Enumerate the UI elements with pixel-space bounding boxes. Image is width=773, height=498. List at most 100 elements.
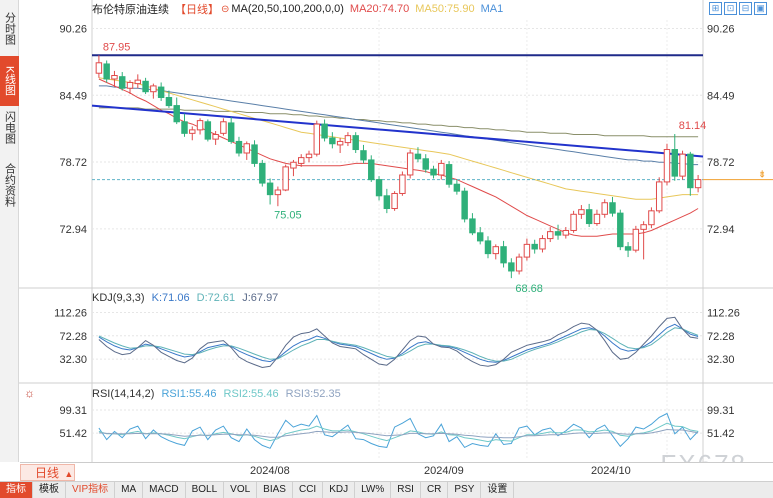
ma20-value: MA20:74.70	[349, 3, 410, 15]
candle-body	[492, 246, 499, 255]
toolbar-button-5[interactable]: BOLL	[186, 482, 225, 498]
x-tick-aug: 2024/08	[250, 465, 290, 477]
candle-body	[360, 150, 367, 161]
candle-body	[290, 161, 297, 169]
candle-body	[227, 122, 235, 142]
rsi-rsi3-line	[98, 428, 699, 439]
rsi-ytick-left: 51.42	[59, 428, 87, 440]
ma200-line	[98, 107, 699, 138]
ma100-line	[98, 85, 699, 166]
dropdown-triangle-icon: ▲	[64, 469, 74, 479]
last-price-arrow-icon: ⇟	[758, 170, 766, 181]
axis-layer: 90.26 90.26 84.49 84.49 78.72 78.72 72.94 72.94…	[54, 24, 740, 441]
candle-body	[313, 123, 321, 155]
toolbar-button-0[interactable]: 指标	[0, 482, 33, 498]
candle-body	[624, 246, 632, 251]
candle-body	[220, 121, 227, 134]
toolbar-button-7[interactable]: BIAS	[257, 482, 293, 498]
kdj-ytick-left: 32.30	[59, 354, 87, 366]
toolbar-button-8[interactable]: CCI	[293, 482, 324, 498]
candle-body	[266, 182, 274, 196]
price-ytick-right: 72.94	[707, 224, 735, 236]
tab-contract-info[interactable]: 合约资料	[3, 163, 16, 207]
ma20-line	[98, 78, 699, 237]
candle-body	[181, 121, 188, 134]
ma50-line	[98, 77, 699, 200]
period-select-button[interactable]: 日线 ▲	[20, 464, 75, 481]
ma1-label: MA1	[480, 3, 504, 15]
candle-body	[679, 153, 686, 177]
candle-body	[422, 158, 429, 170]
rsi-panel	[98, 412, 699, 449]
candle-body	[500, 246, 507, 264]
annotation-recent-high: 81.14	[679, 120, 707, 132]
candle-body	[321, 123, 328, 139]
toolbar-button-4[interactable]: MACD	[143, 482, 186, 498]
rsi3-value: RSI3:52.35	[285, 388, 341, 400]
kdj-ytick-right: 72.28	[707, 331, 735, 343]
candle-body	[476, 232, 484, 242]
candle-body	[165, 96, 173, 107]
candle-body	[157, 86, 165, 98]
candle-body	[609, 202, 616, 214]
toolbar-button-1[interactable]: 模板	[33, 482, 66, 498]
candle-body	[344, 135, 352, 144]
candle-body	[484, 240, 492, 255]
candle-body	[259, 162, 266, 184]
window-controls: ⊞ ⊡ ⊟ ▣	[709, 2, 767, 15]
candle-body	[531, 243, 538, 250]
vertical-tab-strip: 分时图 K线图 闪电图 合约资料	[0, 0, 19, 462]
toolbar-button-11[interactable]: RSI	[391, 482, 421, 498]
ma50-value: MA50:75.90	[415, 3, 475, 15]
annotation-low: 68.68	[515, 283, 543, 295]
candle-body	[562, 229, 570, 236]
layout-grid-icon[interactable]: ⊞	[709, 2, 722, 15]
candle-body	[655, 181, 663, 212]
candle-body	[578, 209, 585, 215]
tab-timeshare[interactable]: 分时图	[3, 11, 16, 45]
rsi-name: RSI(14,14,2)	[92, 388, 155, 400]
toolbar-button-3[interactable]: MA	[115, 482, 144, 498]
settings-circle-icon[interactable]: ⊝	[221, 3, 230, 15]
candle-body	[251, 144, 258, 164]
toolbar-button-10[interactable]: LW%	[355, 482, 392, 498]
candle-body	[508, 262, 515, 272]
candle-body	[430, 168, 437, 176]
chart-canvas[interactable]: ⇟ 87.95 75.05 68.68 81.14 90.26 90.26 84.49 84.…	[0, 0, 773, 462]
candle-body	[142, 80, 149, 93]
kdj-d-line	[98, 327, 699, 362]
tab-flash-chart[interactable]: 闪电图	[3, 110, 16, 144]
price-ytick-right: 78.72	[707, 157, 735, 169]
price-ytick-right: 84.49	[707, 90, 735, 102]
price-panel: ⇟ 87.95 75.05 68.68 81.14	[91, 41, 773, 295]
period-tag[interactable]: 【日线】	[175, 4, 219, 16]
toolbar-button-6[interactable]: VOL	[224, 482, 258, 498]
sun-settings-icon[interactable]: ☼	[24, 386, 35, 400]
kdj-ytick-left: 72.28	[59, 331, 87, 343]
kdj-ytick-right: 32.30	[707, 354, 735, 366]
x-tick-sep: 2024/09	[424, 465, 464, 477]
ma-parameters[interactable]: MA(20,50,100,200,0,0)	[231, 3, 344, 15]
toolbar-button-13[interactable]: PSY	[448, 482, 482, 498]
candle-body	[406, 152, 414, 176]
candle-body	[243, 143, 250, 154]
layout-single-icon[interactable]: ⊡	[724, 2, 737, 15]
candle-body	[523, 243, 531, 258]
candle-body	[375, 179, 383, 197]
candle-body	[329, 137, 336, 145]
layout-split-icon[interactable]: ⊟	[739, 2, 752, 15]
rsi2-value: RSI2:55.46	[223, 388, 279, 400]
toolbar-button-9[interactable]: KDJ	[323, 482, 356, 498]
toolbar-button-14[interactable]: 设置	[481, 482, 515, 498]
candle-body	[336, 140, 344, 146]
candle-body	[282, 166, 289, 191]
candle-body	[687, 153, 694, 189]
toolbar-button-2[interactable]: VIP指标	[66, 482, 116, 498]
maximize-icon[interactable]: ▣	[754, 2, 767, 15]
candle-body	[352, 135, 359, 151]
price-ytick-left: 84.49	[59, 90, 87, 102]
candle-body	[547, 231, 554, 240]
tab-kline[interactable]: K线图	[0, 56, 19, 106]
toolbar-button-12[interactable]: CR	[421, 482, 449, 498]
chart-header: 布伦特原油连续 【日线】 ⊝ MA(20,50,100,200,0,0) MA2…	[20, 0, 773, 18]
